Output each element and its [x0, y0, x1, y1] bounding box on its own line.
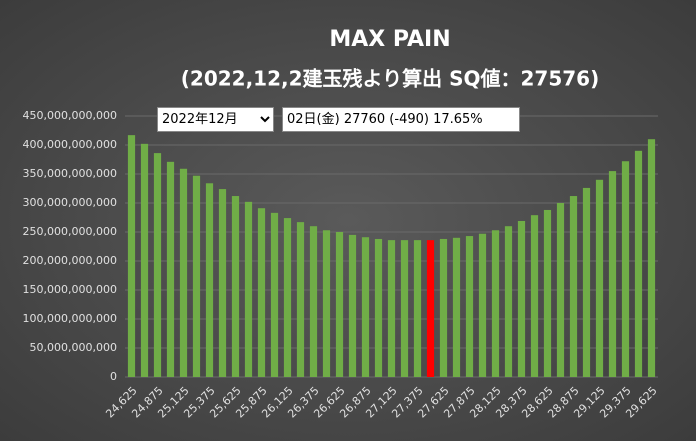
bar	[608, 171, 617, 377]
bar	[621, 161, 630, 377]
bar	[426, 240, 435, 377]
bar	[244, 201, 253, 377]
bar	[439, 238, 448, 377]
bar	[400, 240, 409, 377]
bar	[192, 175, 201, 377]
bar	[478, 233, 487, 377]
bar	[127, 135, 136, 377]
bar	[387, 240, 396, 377]
bar	[179, 168, 188, 377]
bar	[270, 212, 279, 377]
y-tick-label: 250,000,000,000	[23, 225, 117, 238]
y-tick-label: 350,000,000,000	[23, 167, 117, 180]
y-tick-label: 300,000,000,000	[23, 196, 117, 209]
y-tick-label: 200,000,000,000	[23, 254, 117, 267]
bar	[452, 237, 461, 377]
bar	[322, 230, 331, 377]
y-tick-label: 450,000,000,000	[23, 109, 117, 122]
bar	[348, 234, 357, 377]
bar	[283, 218, 292, 377]
bar	[361, 237, 370, 377]
y-tick-label: 50,000,000,000	[30, 341, 117, 354]
month-select[interactable]: 2022年12月	[157, 107, 274, 132]
chart-title: MAX PAIN	[329, 27, 450, 52]
info-box: 02日(金) 27760 (-490) 17.65%	[282, 107, 520, 132]
bar	[335, 232, 344, 377]
bar	[309, 226, 318, 377]
bar	[569, 196, 578, 377]
bar	[205, 183, 214, 377]
y-tick-label: 400,000,000,000	[23, 138, 117, 151]
bar	[556, 203, 565, 377]
bar	[634, 150, 643, 377]
bar	[582, 187, 591, 377]
bar	[166, 161, 175, 377]
y-tick-label: 150,000,000,000	[23, 283, 117, 296]
bar	[140, 143, 149, 377]
bar	[465, 236, 474, 377]
bar	[595, 179, 604, 377]
bar	[153, 153, 162, 377]
bar	[647, 139, 656, 377]
bar	[296, 222, 305, 377]
bar	[504, 226, 513, 377]
bar	[491, 230, 500, 377]
chart-subtitle: (2022,12,2建玉残より算出 SQ値：27576)	[181, 67, 599, 91]
bar	[517, 220, 526, 377]
y-tick-label: 0	[110, 370, 117, 383]
bar	[257, 208, 266, 377]
bar	[374, 238, 383, 377]
bar	[231, 196, 240, 377]
y-tick-label: 100,000,000,000	[23, 312, 117, 325]
bar	[543, 209, 552, 377]
bar	[413, 240, 422, 377]
bar	[218, 189, 227, 377]
bar	[530, 215, 539, 377]
